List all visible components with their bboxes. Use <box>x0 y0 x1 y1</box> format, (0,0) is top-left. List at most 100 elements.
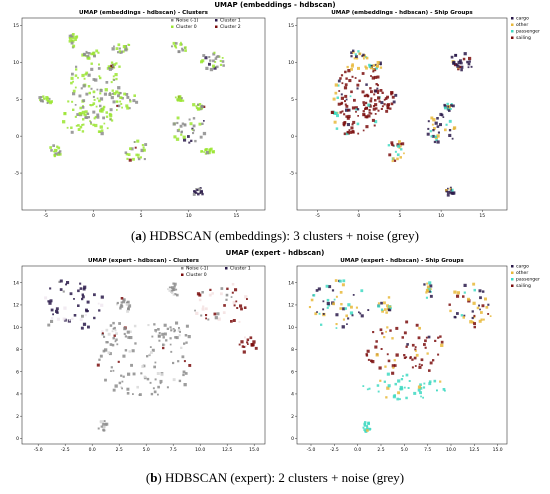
data-point <box>472 282 476 286</box>
data-point <box>205 314 208 317</box>
data-point <box>230 296 233 298</box>
data-point <box>113 63 117 66</box>
data-point <box>198 122 202 126</box>
data-point <box>370 90 373 94</box>
data-point <box>130 147 134 151</box>
data-point <box>444 128 447 132</box>
data-point <box>113 79 116 81</box>
data-point <box>192 103 196 107</box>
data-point <box>384 308 387 311</box>
y-tick-label: 6 <box>291 369 294 375</box>
data-point <box>356 57 359 60</box>
data-point <box>77 289 80 293</box>
data-point <box>202 305 205 308</box>
data-point <box>374 120 378 124</box>
data-point <box>121 387 123 390</box>
data-point <box>96 97 99 100</box>
data-point <box>90 122 92 125</box>
data-point <box>83 113 86 116</box>
data-point <box>50 319 54 323</box>
data-point <box>166 327 169 330</box>
data-point <box>169 337 172 340</box>
data-point <box>386 372 390 376</box>
data-point <box>357 115 359 117</box>
data-point <box>356 122 360 126</box>
legend-marker <box>511 278 514 281</box>
data-point <box>86 112 90 115</box>
data-point <box>120 301 123 304</box>
data-point <box>93 316 96 320</box>
data-point <box>426 282 429 285</box>
data-point <box>215 55 218 58</box>
data-point <box>132 157 135 161</box>
data-point <box>196 107 200 111</box>
data-point <box>113 92 117 96</box>
data-point <box>414 350 417 352</box>
data-point <box>70 34 74 38</box>
data-point <box>440 343 444 347</box>
data-point <box>362 385 365 387</box>
data-point <box>355 55 358 58</box>
data-point <box>478 289 482 293</box>
data-point <box>84 113 87 117</box>
data-point <box>363 422 367 426</box>
panel-embeddings-shipgroups: UMAP (embeddings - hdbscan) - Ship Group… <box>275 6 550 224</box>
x-tick-label: -5.0 <box>34 447 43 453</box>
data-point <box>481 304 485 308</box>
data-point <box>448 129 452 132</box>
data-point <box>432 359 435 362</box>
data-point <box>333 298 336 301</box>
data-point <box>362 426 365 429</box>
data-point <box>143 375 147 379</box>
data-point <box>105 341 108 344</box>
legend: Noise (-1)Cluster 0 Cluster 1 <box>181 266 251 278</box>
data-point <box>203 120 205 122</box>
data-point <box>53 155 56 158</box>
data-point <box>76 113 80 116</box>
data-point <box>188 118 191 121</box>
y-tick-label: 8 <box>291 347 294 353</box>
data-point <box>153 323 156 326</box>
data-point <box>177 360 180 363</box>
data-point <box>182 99 185 102</box>
data-point <box>222 311 226 314</box>
data-point <box>368 387 371 390</box>
data-point <box>400 378 404 381</box>
data-point <box>377 302 380 305</box>
y-tick-label: 10 <box>288 325 294 331</box>
data-point <box>423 343 426 346</box>
data-point <box>451 137 454 140</box>
scatter-expert-shipgroups: UMAP (expert - hdbscan) - Ship Groups -5.… <box>288 258 540 453</box>
data-point <box>375 83 378 86</box>
data-point <box>427 335 431 339</box>
data-point <box>200 150 203 153</box>
data-point <box>314 312 318 316</box>
data-point <box>109 118 112 121</box>
data-point <box>52 313 54 316</box>
data-point <box>411 366 414 369</box>
data-point <box>179 331 181 333</box>
data-point <box>126 96 130 99</box>
data-point <box>355 108 358 111</box>
data-point <box>191 127 194 130</box>
data-point <box>353 98 356 102</box>
data-point <box>192 117 196 120</box>
data-point <box>185 324 189 328</box>
data-point <box>118 381 122 385</box>
data-point <box>373 93 376 96</box>
data-point <box>363 114 366 116</box>
data-point <box>411 358 414 361</box>
data-point <box>135 153 138 157</box>
data-point <box>381 309 384 313</box>
y-tick-label: 8 <box>16 347 19 353</box>
data-point <box>429 284 433 288</box>
data-point <box>171 291 174 294</box>
data-point <box>188 364 192 367</box>
data-point <box>403 152 405 155</box>
data-point <box>207 318 210 321</box>
data-point <box>425 296 428 299</box>
data-point <box>377 84 379 87</box>
data-point <box>355 306 358 309</box>
data-point <box>176 293 179 297</box>
data-point <box>385 109 389 113</box>
